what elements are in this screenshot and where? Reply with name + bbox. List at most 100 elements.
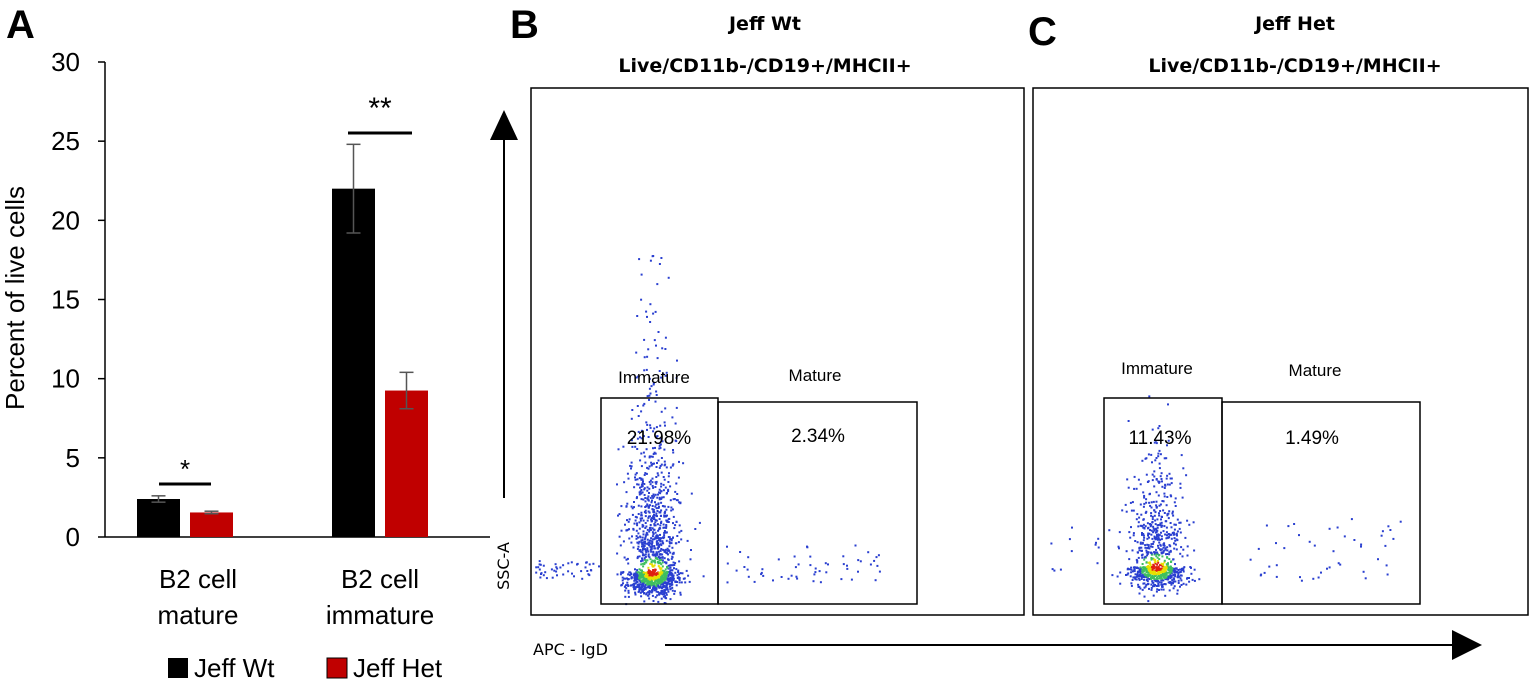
- cell-dot: [640, 579, 643, 582]
- cell-dot: [651, 505, 654, 507]
- cell-dot: [661, 496, 664, 499]
- cell-dot: [1164, 533, 1167, 536]
- cell-dot: [1117, 545, 1120, 548]
- bar-het-immature: [385, 390, 428, 537]
- cell-dot: [645, 533, 648, 536]
- cell-dot: [665, 592, 668, 595]
- cell-dot: [646, 355, 649, 358]
- cell-dot: [1171, 532, 1174, 534]
- cell-dot: [639, 569, 642, 572]
- cell-dot: [1161, 551, 1164, 554]
- cell-dot: [1156, 556, 1159, 559]
- cell-dot: [660, 563, 663, 566]
- cell-dot: [646, 559, 649, 562]
- cell-dot: [642, 530, 645, 533]
- cell-dot: [634, 478, 637, 481]
- cell-dot: [1125, 510, 1128, 513]
- cell-dot: [1164, 547, 1167, 550]
- cell-dot: [649, 545, 652, 548]
- cell-dot: [641, 491, 644, 494]
- cell-dot: [643, 585, 646, 588]
- category-label-line2: immature: [326, 600, 434, 630]
- cell-dot: [641, 543, 644, 546]
- cell-dot: [1150, 571, 1153, 574]
- cell-dot: [634, 568, 636, 571]
- cell-dot: [538, 563, 541, 566]
- cell-dot: [1177, 569, 1180, 571]
- cell-dot: [1151, 545, 1154, 548]
- cell-dot: [1147, 526, 1150, 529]
- cell-dot: [813, 573, 816, 576]
- cell-dot: [638, 549, 641, 552]
- cell-dot: [655, 480, 658, 483]
- cell-dot: [1153, 585, 1156, 588]
- cell-dot: [627, 477, 630, 480]
- cell-dot: [624, 523, 626, 526]
- cell-dot: [1167, 517, 1170, 520]
- cell-dot: [1157, 452, 1160, 455]
- cell-dot: [672, 579, 675, 582]
- cell-dot: [646, 586, 649, 589]
- cell-dot: [1176, 534, 1178, 537]
- gate-percent-mature-c: 1.49%: [1285, 428, 1339, 449]
- cell-dot: [642, 583, 645, 586]
- cell-dot: [641, 588, 644, 591]
- cell-dot: [645, 525, 648, 528]
- cell-dot: [1167, 571, 1170, 574]
- cell-dot: [647, 541, 650, 544]
- cell-dot: [650, 455, 653, 458]
- cell-dot: [1170, 570, 1173, 573]
- cell-dot: [735, 569, 738, 572]
- cell-dot: [631, 535, 633, 538]
- cell-dot: [1126, 573, 1129, 576]
- cell-dot: [586, 570, 589, 572]
- cell-dot: [667, 553, 669, 556]
- cell-dot: [875, 556, 878, 559]
- cell-dot: [678, 531, 681, 534]
- cell-dot: [1136, 575, 1139, 578]
- cell-dot: [633, 501, 635, 503]
- cell-dot: [1293, 523, 1296, 525]
- cell-dot: [1168, 544, 1171, 547]
- cell-dot: [1119, 582, 1122, 585]
- cell-dot: [658, 263, 661, 265]
- cell-dot: [637, 532, 640, 535]
- cell-dot: [539, 563, 542, 566]
- cell-dot: [646, 428, 648, 431]
- cell-dot: [644, 553, 647, 556]
- cell-dot: [1144, 585, 1147, 588]
- cell-dot: [643, 563, 646, 566]
- cell-dot: [1095, 541, 1097, 544]
- cell-dot: [650, 571, 653, 574]
- cell-dot: [1164, 583, 1167, 586]
- cell-dot: [669, 538, 672, 541]
- gate-mature-b: [717, 401, 918, 605]
- cell-dot: [1175, 548, 1178, 551]
- cell-dot: [806, 546, 809, 549]
- cell-dot: [645, 531, 648, 534]
- cell-dot: [644, 461, 647, 464]
- gate-percent-mature-b: 2.34%: [791, 426, 845, 447]
- gate-label-mature-c: Mature: [1289, 361, 1342, 380]
- cell-dot: [644, 536, 647, 539]
- cell-dot: [671, 581, 673, 584]
- cell-dot: [1154, 511, 1157, 514]
- cell-dot: [659, 465, 662, 467]
- cell-dot: [1148, 570, 1151, 572]
- cell-dot: [1320, 571, 1322, 574]
- cell-dot: [1180, 569, 1183, 571]
- cell-dot: [672, 576, 675, 578]
- cell-dot: [1137, 577, 1140, 580]
- cell-dot: [636, 437, 639, 440]
- cell-dot: [638, 477, 641, 480]
- cell-dot: [655, 476, 658, 478]
- cell-dot: [660, 522, 662, 524]
- cell-dot: [878, 570, 881, 573]
- cell-dot: [827, 563, 829, 566]
- cell-dot: [639, 550, 642, 553]
- cell-dot: [671, 555, 674, 558]
- cell-dot: [1186, 545, 1189, 548]
- cell-dot: [1171, 510, 1174, 513]
- cell-dot: [1138, 549, 1141, 552]
- cell-dot: [657, 331, 660, 333]
